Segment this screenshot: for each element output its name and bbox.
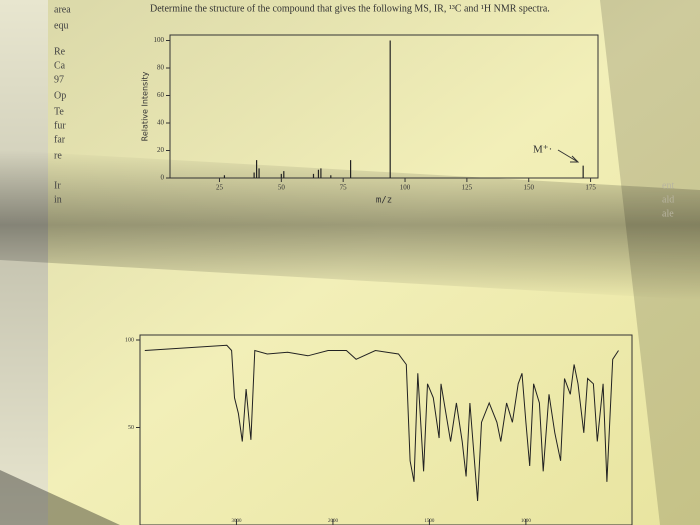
- plot-frame: [139, 334, 633, 525]
- margin-word: Te: [54, 106, 64, 117]
- spectrum-line: [144, 344, 619, 502]
- x-tick-label: 1000: [521, 519, 532, 524]
- y-tick-label: 0: [161, 174, 165, 182]
- y-tick-label: 100: [125, 337, 134, 343]
- x-tick-label: 2000: [328, 519, 339, 524]
- margin-word: Ir: [54, 180, 61, 191]
- annotation-arrow: [557, 149, 580, 163]
- x-tick-label: 3000: [231, 519, 242, 524]
- shadow-right: [600, 0, 700, 525]
- plot-frame: [169, 34, 599, 179]
- x-tick-label: 1500: [424, 519, 435, 524]
- margin-word: far: [54, 134, 66, 145]
- y-tick-label: 60: [157, 91, 165, 99]
- margin-word: equ: [54, 20, 68, 31]
- shadow-band: [0, 150, 700, 300]
- previous-page-shadow: [0, 0, 48, 525]
- margin-word: area: [54, 4, 71, 15]
- margin-text: area equ Re Ca 97 Op Te fur far re Ir in ent ald ale: [54, 4, 674, 219]
- margin-word: ald: [662, 194, 674, 205]
- margin-word: Op: [54, 90, 66, 101]
- mass-spectrum: 0 20 40 60 80 100 25 50 75 100 125 150 175 m/z Relativ…: [141, 34, 599, 206]
- margin-word: ale: [662, 208, 674, 219]
- annotation: M⁺·: [533, 144, 552, 156]
- x-axis-label: m/z: [376, 196, 392, 206]
- margin-word: Ca: [54, 60, 66, 71]
- margin-word: ent: [662, 180, 674, 191]
- y-tick-label: 80: [157, 64, 165, 72]
- y-tick-label: 20: [157, 146, 165, 154]
- margin-word: 97: [54, 74, 64, 85]
- margin-word: Re: [54, 46, 66, 57]
- x-tick-label: 25: [216, 184, 224, 192]
- margin-word: in: [54, 194, 62, 205]
- heading: Determine the structure of the compound …: [150, 3, 550, 14]
- x-tick-label: 50: [278, 184, 286, 192]
- margin-word: re: [54, 150, 62, 161]
- y-tick-label: 50: [128, 425, 134, 431]
- x-tick-label: 175: [585, 184, 596, 192]
- ir-spectrum: 50 100 3000 2000 1500 1000: [125, 334, 633, 525]
- margin-word: fur: [54, 120, 66, 131]
- y-axis-label: Relative Intensity: [141, 71, 150, 141]
- x-tick-label: 150: [523, 184, 534, 192]
- x-tick-label: 100: [400, 184, 411, 192]
- y-tick-label: 100: [154, 36, 165, 44]
- x-tick-label: 75: [340, 184, 348, 192]
- x-tick-label: 125: [462, 184, 473, 192]
- y-tick-label: 40: [157, 119, 165, 127]
- shadow-corner: [0, 470, 120, 525]
